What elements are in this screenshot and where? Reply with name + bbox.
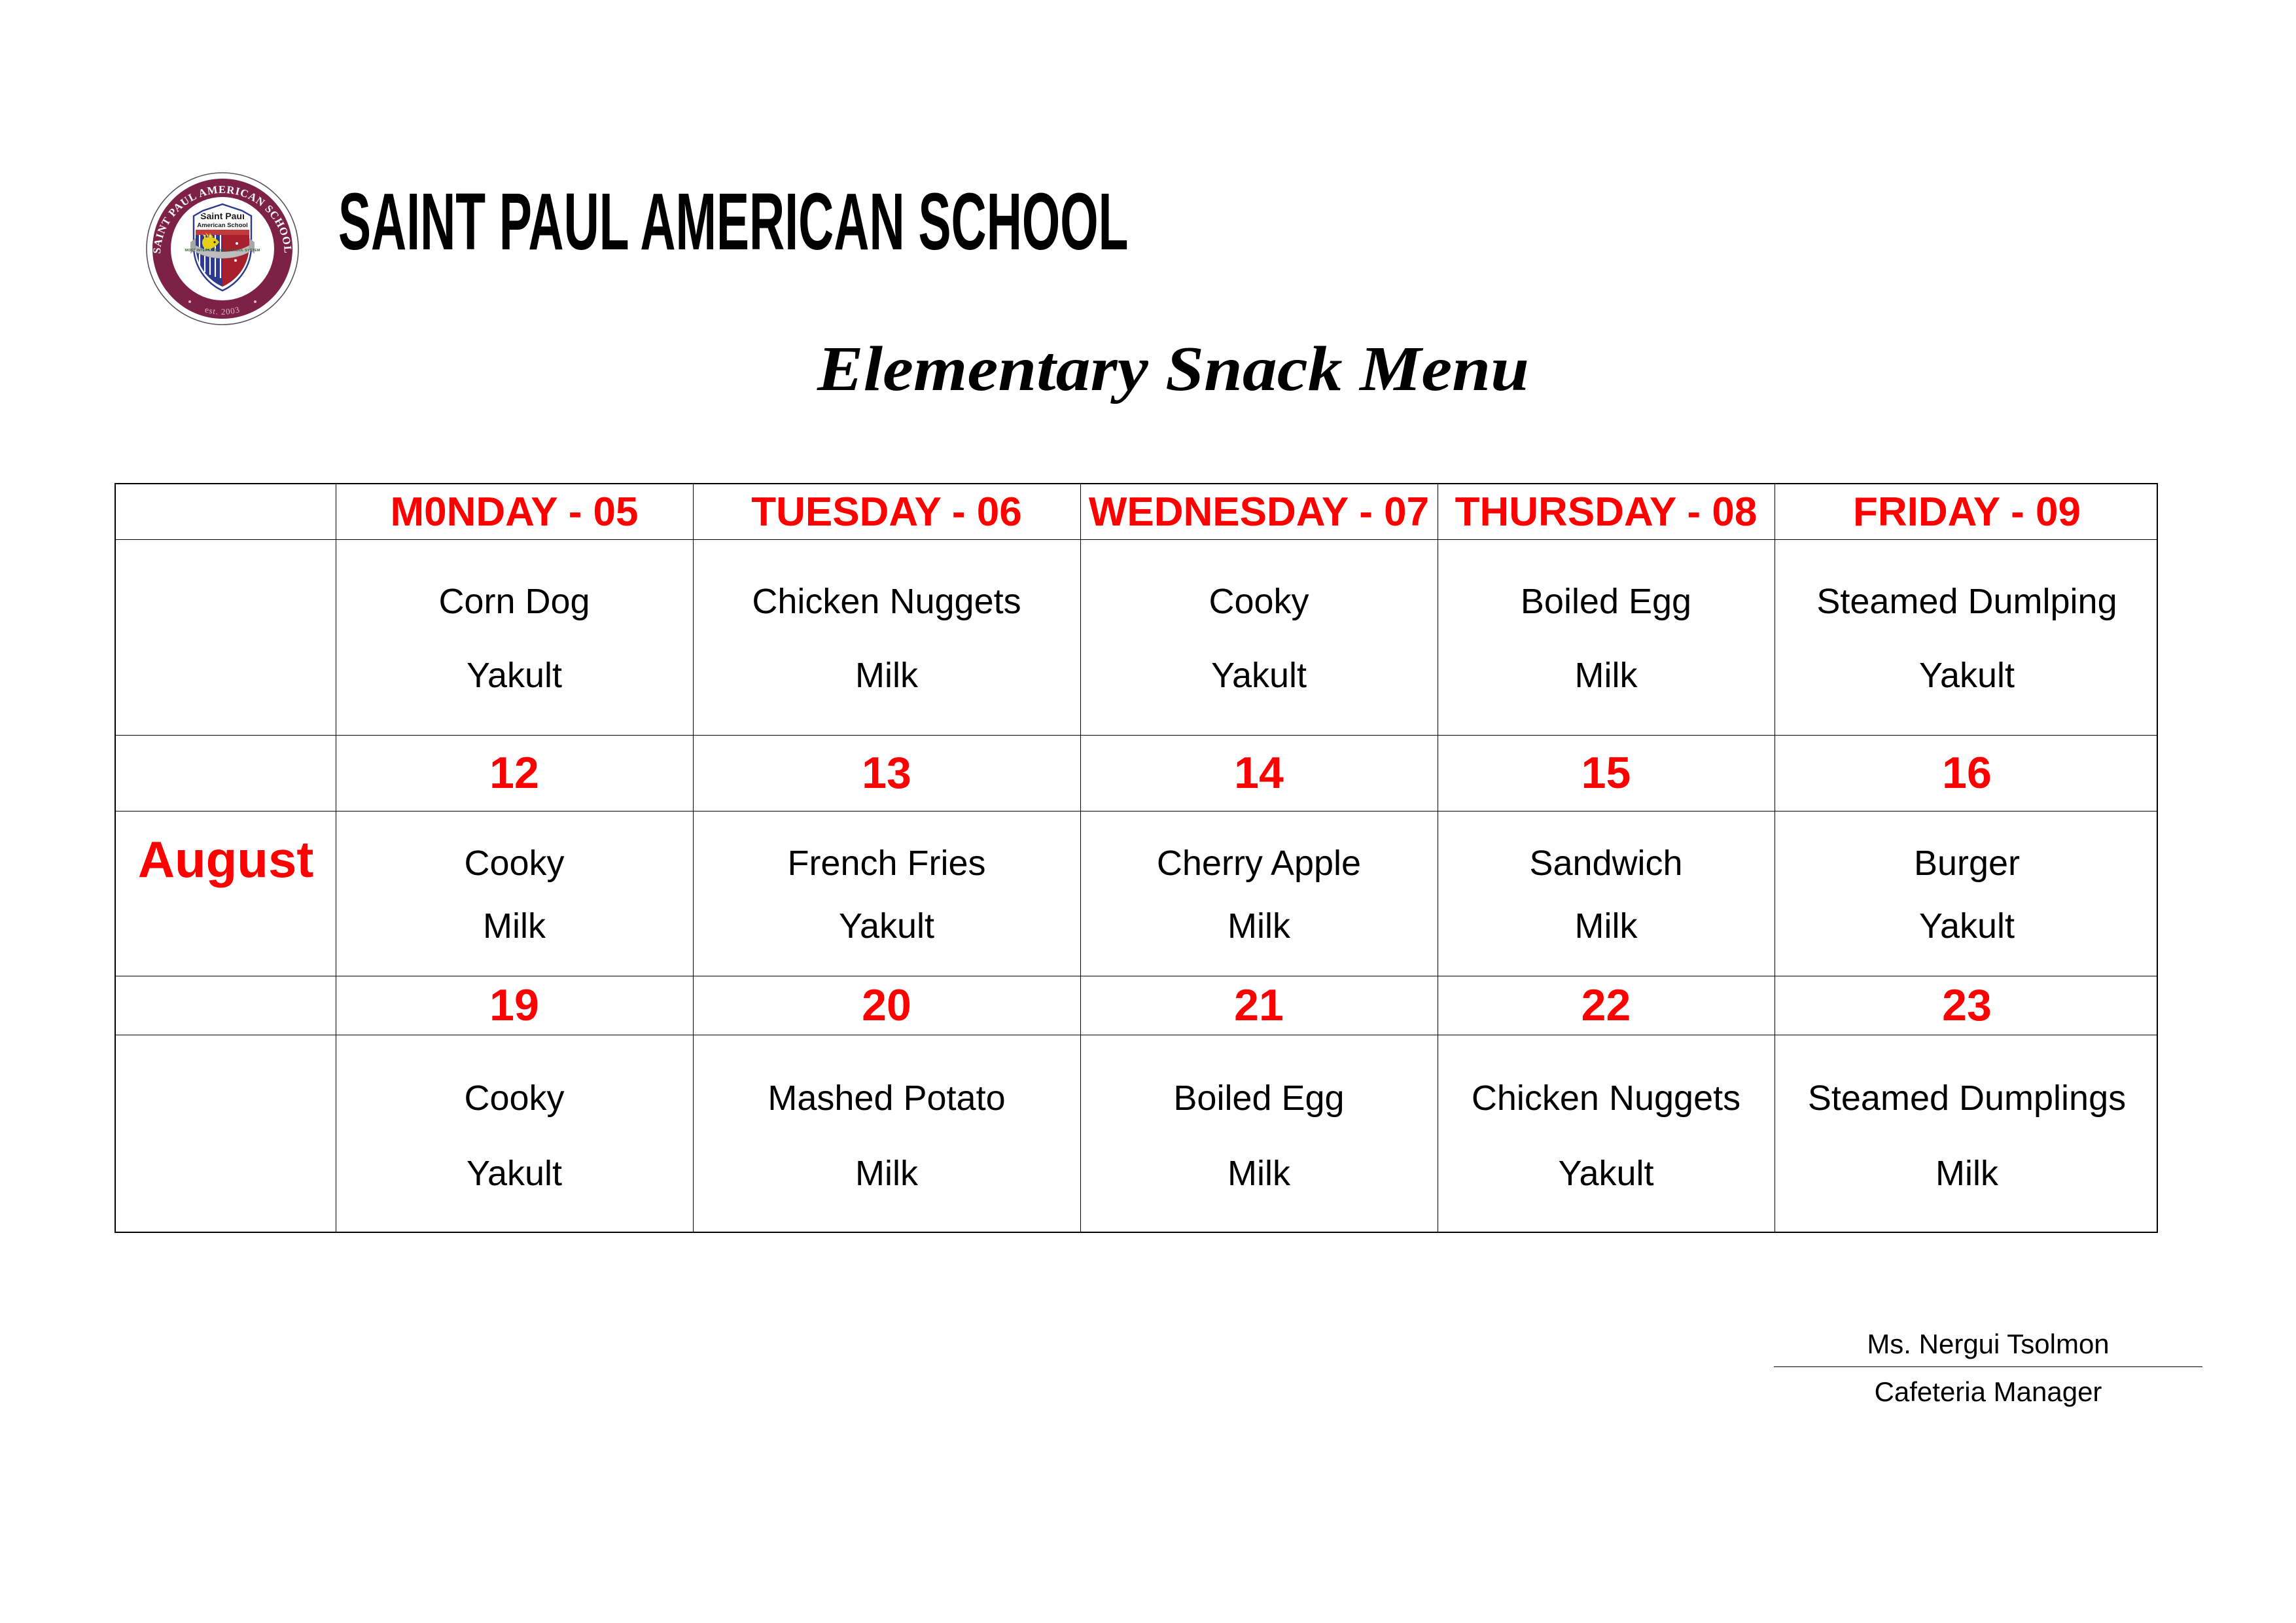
svg-text:Saint Paul: Saint Paul [200, 211, 245, 221]
svg-text:MOST INTERNATIONAL SCHOOL SYST: MOST INTERNATIONAL SCHOOL SYSTEM [185, 249, 260, 253]
svg-text:American School: American School [197, 222, 248, 229]
